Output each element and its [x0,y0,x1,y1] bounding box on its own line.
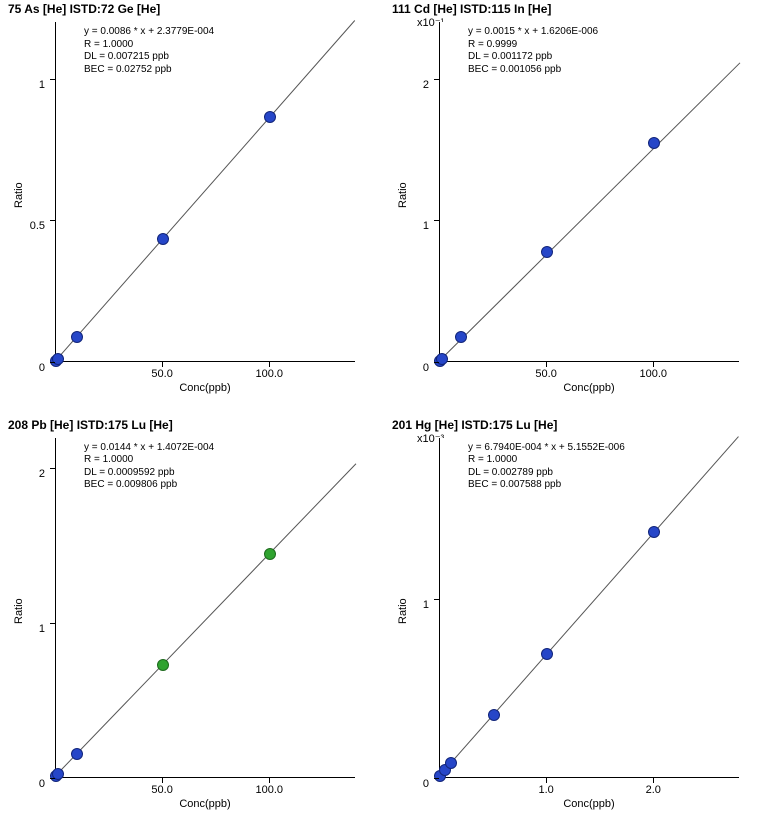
x-tick-label: 2.0 [646,784,661,796]
panel-title: 201 Hg [He] ISTD:175 Lu [He] [392,418,557,432]
annotation-line: y = 0.0086 * x + 2.3779E-004 [84,26,214,39]
y-tick-mark [50,79,55,80]
data-point [455,331,467,343]
data-point [648,526,660,538]
plot-area: y = 0.0086 * x + 2.3779E-004R = 1.0000DL… [55,22,355,362]
x-tick-mark [546,362,547,367]
y-axis-label: Ratio [397,182,409,208]
data-point [445,757,457,769]
annotation-line: BEC = 0.009806 ppb [84,479,214,492]
y-tick-mark [434,362,439,363]
annotation-line: DL = 0.0009592 ppb [84,467,214,480]
panel-title: 208 Pb [He] ISTD:175 Lu [He] [8,418,173,432]
y-tick-label: 1 [17,623,45,635]
y-tick-label: 2 [17,468,45,480]
data-point [541,246,553,258]
y-tick-label: 0 [401,778,429,790]
panel-hg: 201 Hg [He] ISTD:175 Lu [He]x10⁻³y = 6.7… [384,416,768,831]
annotation-line: BEC = 0.007588 ppb [468,479,625,492]
y-tick-label: 0 [17,362,45,374]
y-tick-label: 2 [401,79,429,91]
data-point [436,353,448,365]
x-tick-mark [653,362,654,367]
data-point [541,648,553,660]
y-tick-mark [50,778,55,779]
panel-as: 75 As [He] ISTD:72 Ge [He] y = 0.0086 * x… [0,0,384,416]
annotation-line: R = 1.0000 [84,39,214,52]
annotation-line: DL = 0.002789 ppb [468,467,625,480]
plot-area: y = 0.0144 * x + 1.4072E-004R = 1.0000DL… [55,438,355,778]
x-tick-label: 50.0 [151,368,172,380]
annotation-line: BEC = 0.02752 ppb [84,64,214,77]
annotation-line: R = 1.0000 [84,454,214,467]
y-axis-label: Ratio [397,598,409,624]
y-axis-label: Ratio [13,182,25,208]
x-tick-label: 100.0 [256,784,284,796]
data-point [71,748,83,760]
y-tick-mark [434,778,439,779]
annotation-line: R = 1.0000 [468,454,625,467]
x-tick-label: 50.0 [151,784,172,796]
y-tick-label: 0 [17,778,45,790]
annotation-line: y = 0.0015 * x + 1.6206E-006 [468,26,598,39]
x-tick-mark [269,778,270,783]
x-axis-label: Conc(ppb) [549,382,629,394]
x-tick-mark [269,362,270,367]
regression-annotation: y = 0.0144 * x + 1.4072E-004R = 1.0000DL… [84,442,214,492]
regression-line [55,464,356,776]
annotation-line: y = 6.7940E-004 * x + 5.1552E-006 [468,442,625,455]
y-tick-label: 1 [401,220,429,232]
annotation-line: R = 0.9999 [468,39,598,52]
y-tick-mark [50,362,55,363]
y-tick-mark [434,220,439,221]
panel-title: 111 Cd [He] ISTD:115 In [He] [392,2,551,16]
regression-line [439,63,740,361]
y-tick-mark [50,220,55,221]
y-tick-mark [50,468,55,469]
data-point [157,233,169,245]
panel-pb: 208 Pb [He] ISTD:175 Lu [He] y = 0.0144 *… [0,416,384,831]
y-axis-label: Ratio [13,598,25,624]
data-point [488,709,500,721]
x-tick-mark [162,778,163,783]
x-tick-label: 100.0 [640,368,668,380]
annotation-line: BEC = 0.001056 ppb [468,64,598,77]
regression-annotation: y = 0.0015 * x + 1.6206E-006R = 0.9999DL… [468,26,598,76]
chart-grid: 75 As [He] ISTD:72 Ge [He] y = 0.0086 * x… [0,0,768,831]
x-tick-label: 100.0 [256,368,284,380]
x-tick-label: 1.0 [538,784,553,796]
y-tick-label: 1 [17,79,45,91]
x-tick-mark [546,778,547,783]
x-axis-label: Conc(ppb) [549,798,629,810]
y-tick-mark [434,79,439,80]
panel-title: 75 As [He] ISTD:72 Ge [He] [8,2,160,16]
data-point [648,137,660,149]
y-tick-mark [434,599,439,600]
regression-annotation: y = 6.7940E-004 * x + 5.1552E-006R = 1.0… [468,442,625,492]
data-point [157,659,169,671]
x-tick-label: 50.0 [535,368,556,380]
plot-area: y = 6.7940E-004 * x + 5.1552E-006R = 1.0… [439,438,739,778]
data-point [264,548,276,560]
annotation-line: y = 0.0144 * x + 1.4072E-004 [84,442,214,455]
data-point [264,111,276,123]
y-tick-label: 0.5 [17,220,45,232]
annotation-line: DL = 0.001172 ppb [468,51,598,64]
x-axis-label: Conc(ppb) [165,798,245,810]
x-tick-mark [162,362,163,367]
y-tick-mark [50,623,55,624]
annotation-line: DL = 0.007215 ppb [84,51,214,64]
x-tick-mark [653,778,654,783]
panel-cd: 111 Cd [He] ISTD:115 In [He]x10⁻¹y = 0.0… [384,0,768,416]
y-tick-label: 0 [401,362,429,374]
data-point [71,331,83,343]
plot-area: y = 0.0015 * x + 1.6206E-006R = 0.9999DL… [439,22,739,362]
x-axis-label: Conc(ppb) [165,382,245,394]
regression-annotation: y = 0.0086 * x + 2.3779E-004R = 1.0000DL… [84,26,214,76]
